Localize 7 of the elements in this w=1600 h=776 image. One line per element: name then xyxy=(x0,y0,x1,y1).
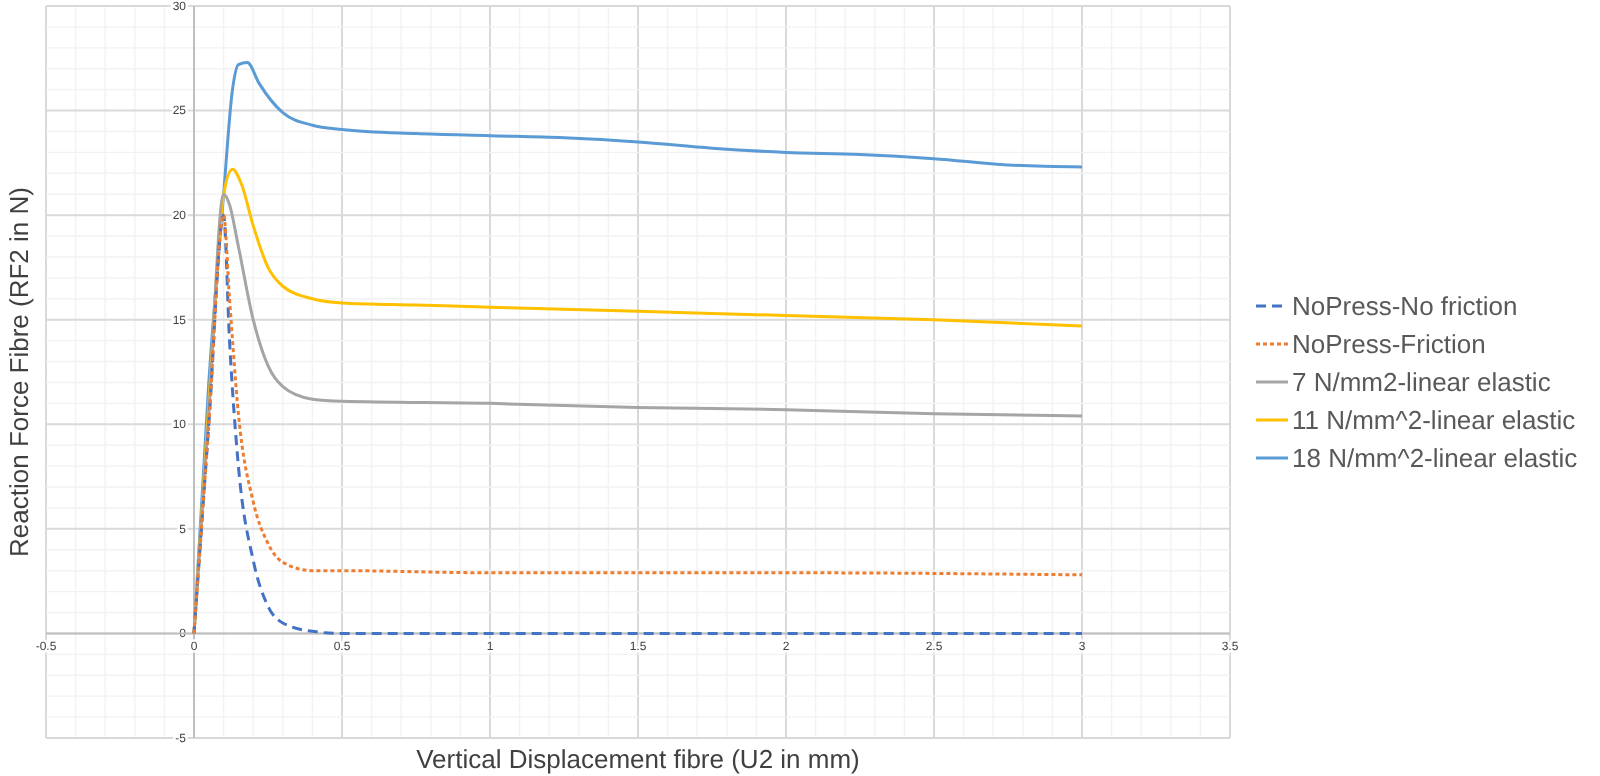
legend-label: NoPress-Friction xyxy=(1292,329,1486,359)
x-axis-title: Vertical Displacement fibre (U2 in mm) xyxy=(416,744,860,774)
legend-label: 18 N/mm^2-linear elastic xyxy=(1292,443,1579,473)
legend-label: 11 N/mm^2-linear elastic xyxy=(1292,405,1577,435)
legend-label: NoPress-No friction xyxy=(1292,291,1518,321)
y-axis-title: Reaction Force Fibre (RF2 in N) xyxy=(4,187,34,557)
legend-label: 7 N/mm2-linear elastic xyxy=(1292,367,1552,397)
